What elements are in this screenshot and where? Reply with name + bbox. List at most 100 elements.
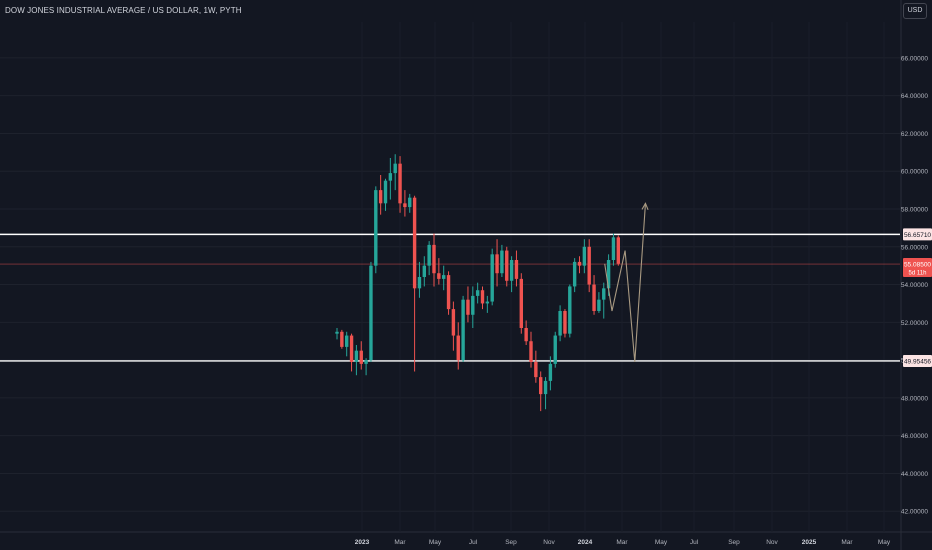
currency-button[interactable]: USD	[903, 3, 927, 19]
candle-up	[490, 248, 494, 306]
countdown-label: 5d 11h	[909, 271, 927, 277]
candle-body	[592, 284, 596, 311]
candle-body	[383, 180, 388, 204]
x-tick-label: 2023	[355, 539, 370, 546]
candle-up	[374, 186, 378, 274]
candle-down	[529, 331, 533, 368]
candle-down	[524, 320, 528, 345]
candle-body	[408, 197, 412, 208]
projection-line	[604, 203, 647, 363]
candle-down	[412, 195, 417, 372]
y-tick-label: 60.00000	[901, 169, 928, 176]
candle-body	[519, 278, 523, 328]
candle-down	[577, 256, 582, 274]
candle-up	[354, 345, 359, 376]
level-label-bg	[903, 228, 932, 241]
candle-up	[475, 282, 480, 304]
candle-down	[456, 322, 460, 370]
candle-body	[485, 301, 490, 304]
candle-down	[349, 333, 354, 372]
candle-down	[378, 175, 383, 215]
candle-up	[442, 265, 446, 291]
candle-body	[398, 163, 402, 204]
x-tick-label: May	[655, 539, 668, 546]
candle-up	[422, 256, 426, 287]
candle-up	[345, 331, 349, 357]
candle-body	[509, 260, 514, 281]
horizontal-levels	[0, 233, 900, 362]
candle-up	[553, 331, 557, 368]
candle-down	[592, 275, 596, 315]
candle-down	[403, 190, 407, 217]
candle-body	[354, 350, 359, 362]
candle-up	[335, 328, 339, 340]
x-tick-label: Sep	[505, 539, 517, 546]
candle-up	[364, 358, 368, 376]
candles	[335, 154, 620, 412]
candle-body	[553, 335, 557, 364]
projection-path	[604, 202, 649, 363]
candle-up	[548, 356, 553, 391]
candle-body	[349, 335, 354, 362]
candle-down	[616, 235, 620, 266]
candle-up	[509, 256, 514, 293]
candle-up	[602, 282, 606, 319]
last-price-label-bg	[903, 258, 932, 278]
y-tick-label: 42.00000	[901, 509, 928, 516]
candle-body	[490, 254, 494, 302]
candle-up	[582, 239, 587, 274]
x-tick-label: Jul	[690, 539, 699, 546]
candle-body	[446, 275, 451, 310]
projection-arrowhead	[641, 202, 649, 211]
candle-body	[505, 250, 509, 281]
candle-up	[408, 193, 412, 213]
candle-down	[359, 341, 363, 370]
candle-down	[505, 246, 509, 287]
candle-body	[364, 360, 368, 364]
candle-body	[548, 363, 553, 381]
candle-down	[437, 258, 441, 285]
candle-up	[388, 158, 393, 200]
y-tick-label: 44.00000	[901, 471, 928, 478]
candle-body	[582, 246, 587, 266]
x-tick-label: 2025	[802, 539, 817, 546]
candle-body	[558, 311, 562, 336]
candle-up	[558, 305, 562, 342]
x-tick-label: Sep	[728, 539, 740, 546]
candle-body	[437, 273, 441, 279]
y-tick-label: 48.00000	[901, 395, 928, 402]
candle-body	[378, 190, 383, 204]
candle-body	[543, 380, 548, 395]
candle-up	[393, 154, 397, 191]
candle-body	[471, 295, 475, 315]
candle-body	[432, 244, 436, 274]
candle-up	[606, 254, 611, 296]
candle-body	[587, 246, 591, 285]
candle-up	[568, 284, 572, 338]
candle-body	[422, 265, 426, 277]
candle-down	[534, 350, 538, 383]
candle-up	[461, 295, 465, 362]
candle-body	[577, 261, 582, 266]
x-tick-label: 2024	[578, 539, 593, 546]
candle-body	[616, 237, 620, 264]
candle-body	[369, 265, 373, 361]
candle-body	[539, 377, 543, 395]
candle-body	[442, 275, 446, 279]
candle-body	[514, 260, 519, 279]
x-tick-label: Mar	[616, 539, 628, 546]
candle-body	[393, 163, 397, 174]
y-axis: 42.00000 44.00000 46.00000 48.00000 50.00000…	[901, 55, 932, 516]
candle-body	[602, 288, 606, 300]
candle-body	[480, 290, 485, 304]
candle-body	[524, 328, 528, 342]
candle-up	[597, 292, 601, 313]
y-tick-label: 56.00000	[901, 244, 928, 251]
candle-down	[340, 329, 344, 349]
candle-body	[374, 190, 378, 266]
candle-body	[529, 341, 533, 362]
candle-body	[572, 261, 577, 287]
candle-down	[539, 371, 543, 412]
